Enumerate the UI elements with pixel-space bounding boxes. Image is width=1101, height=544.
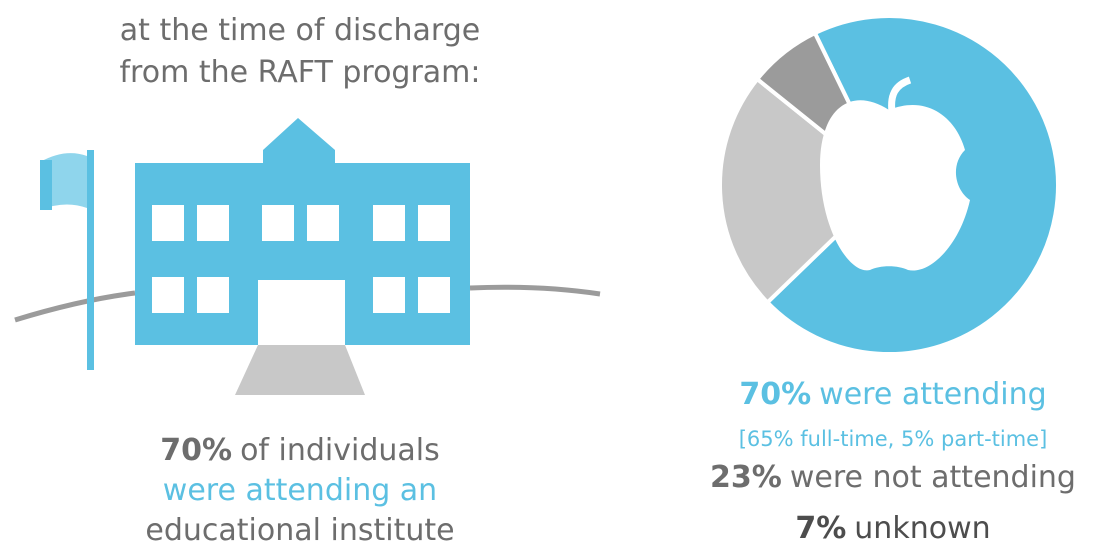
value-label: 23% (710, 460, 782, 495)
steps (235, 345, 365, 395)
legend-entry: unknown (854, 511, 990, 544)
legend-entry: were attending (819, 377, 1046, 412)
heading-line: from the RAFT program: (119, 55, 480, 90)
caption-text: of individuals (240, 433, 440, 468)
value-label: 7% (795, 511, 846, 544)
school-illustration (15, 118, 600, 395)
legend-entry: were not attending (790, 460, 1076, 495)
caption-highlight: 70% (160, 433, 232, 468)
flag-pole (87, 150, 94, 370)
infographic: at the time of discharge from the RAFT p… (0, 0, 1101, 544)
caption-line: were attending an (163, 473, 437, 508)
flag-band (40, 160, 52, 210)
annotation: [65% full-time, 5% part-time] (739, 427, 1048, 451)
caption-line: 70%of individuals (160, 433, 440, 468)
value-label: 70% (739, 377, 811, 412)
legend-line: 23%were not attending (710, 460, 1076, 495)
caption-line: educational institute (145, 513, 454, 544)
apple (820, 100, 970, 270)
legend-line: 7%unknown (795, 511, 990, 544)
heading-line: at the time of discharge (120, 13, 480, 48)
legend-line: 70%were attending (739, 377, 1046, 412)
